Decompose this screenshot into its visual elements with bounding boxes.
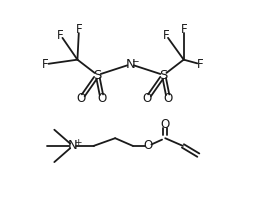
Text: O: O [143,92,152,105]
Text: F: F [197,58,204,71]
Text: S: S [93,68,102,82]
Text: S: S [160,68,168,82]
Text: F: F [180,23,187,36]
Text: N: N [126,58,135,71]
Text: F: F [57,28,64,42]
Text: O: O [164,92,173,105]
Text: F: F [163,28,169,42]
Text: O: O [144,139,153,152]
Text: F: F [76,23,82,36]
Text: O: O [97,92,107,105]
Text: O: O [77,92,86,105]
Text: +: + [74,138,81,146]
Text: F: F [42,58,48,71]
Text: N: N [68,139,78,152]
Text: −: − [131,56,139,65]
Text: O: O [161,118,170,131]
